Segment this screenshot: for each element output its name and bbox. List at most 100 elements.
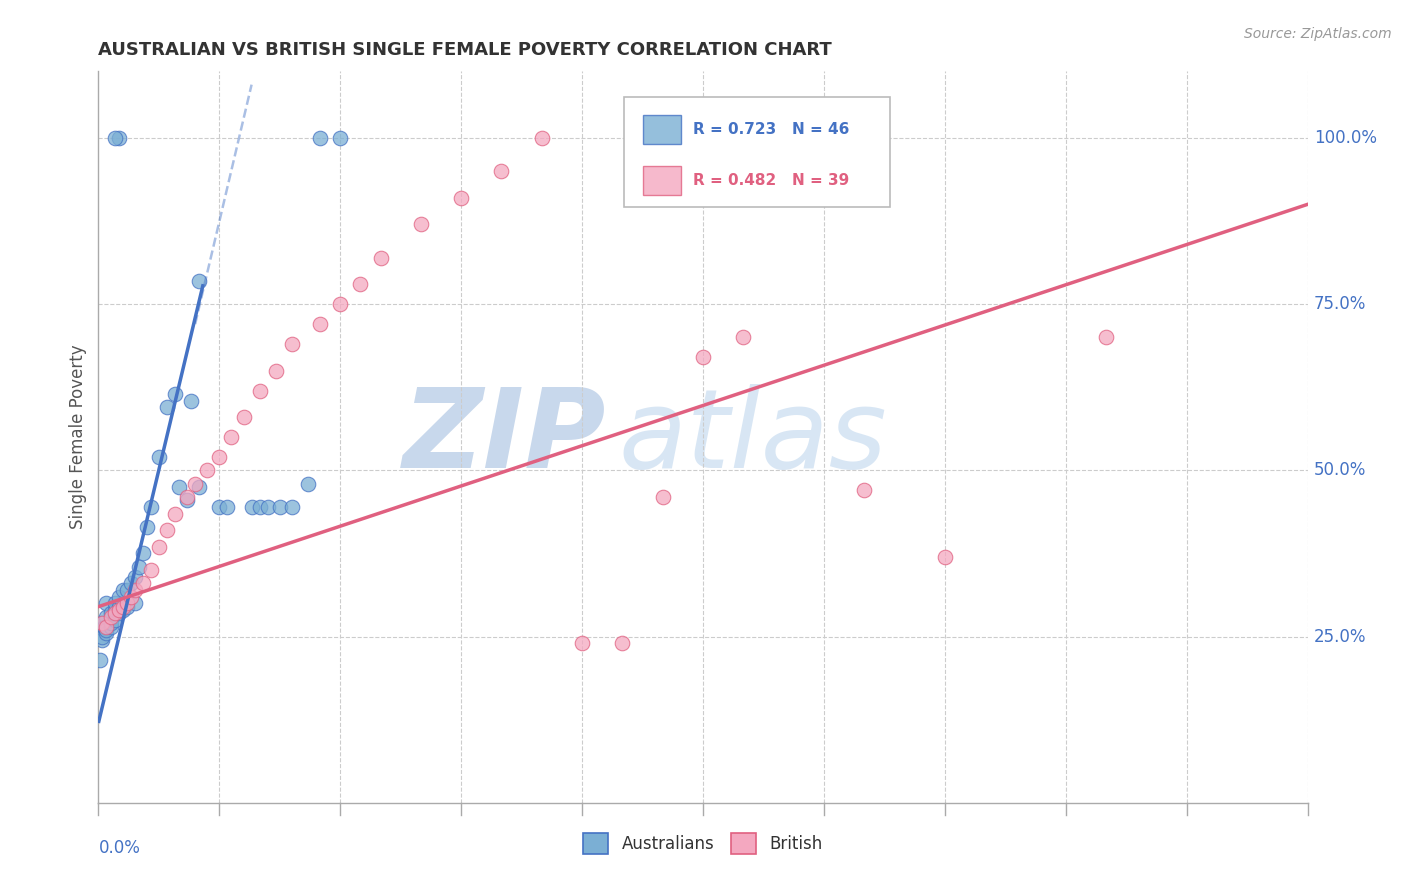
Point — [120, 590, 142, 604]
Legend: Australians, British: Australians, British — [576, 827, 830, 860]
Point — [132, 546, 155, 560]
Point — [115, 599, 138, 614]
Point — [208, 500, 231, 514]
Point — [91, 616, 114, 631]
Point — [103, 607, 125, 621]
Point — [156, 400, 179, 414]
FancyBboxPatch shape — [643, 115, 682, 144]
Point — [124, 570, 146, 584]
Point — [349, 277, 371, 292]
Point — [934, 549, 956, 564]
Point — [329, 131, 352, 145]
Point — [100, 609, 122, 624]
Point — [135, 520, 157, 534]
Point — [264, 363, 287, 377]
Point — [297, 476, 319, 491]
Point — [100, 616, 122, 631]
Point — [167, 480, 190, 494]
Text: R = 0.723   N = 46: R = 0.723 N = 46 — [693, 122, 849, 136]
Point — [240, 500, 263, 514]
Point — [530, 131, 553, 145]
Point — [156, 523, 179, 537]
Point — [91, 616, 114, 631]
Point — [139, 500, 162, 514]
Point — [120, 576, 142, 591]
Point — [612, 636, 634, 650]
Point — [281, 500, 304, 514]
Point — [148, 540, 170, 554]
Point — [91, 632, 114, 647]
Point — [733, 330, 755, 344]
Point — [208, 450, 231, 464]
FancyBboxPatch shape — [643, 166, 682, 195]
Point — [111, 599, 134, 614]
Point — [107, 590, 129, 604]
Point — [309, 131, 332, 145]
Text: 50.0%: 50.0% — [1313, 461, 1367, 479]
Point — [139, 563, 162, 577]
FancyBboxPatch shape — [624, 97, 890, 207]
Point — [370, 251, 392, 265]
Point — [853, 483, 876, 498]
Point — [96, 596, 118, 610]
Point — [217, 500, 239, 514]
Point — [176, 490, 198, 504]
Point — [115, 582, 138, 597]
Point — [89, 653, 111, 667]
Point — [107, 131, 129, 145]
Point — [450, 191, 472, 205]
Point — [103, 613, 125, 627]
Point — [103, 603, 125, 617]
Point — [269, 500, 291, 514]
Point — [111, 603, 134, 617]
Point — [491, 164, 513, 178]
Point — [188, 274, 211, 288]
Text: R = 0.482   N = 39: R = 0.482 N = 39 — [693, 173, 849, 188]
Point — [221, 430, 243, 444]
Point — [115, 596, 138, 610]
Point — [256, 500, 278, 514]
Point — [281, 337, 304, 351]
Point — [107, 599, 129, 614]
Text: 0.0%: 0.0% — [98, 839, 141, 857]
Point — [1095, 330, 1118, 344]
Point — [100, 607, 122, 621]
Point — [96, 609, 118, 624]
Point — [163, 387, 186, 401]
Point — [107, 603, 129, 617]
Text: 75.0%: 75.0% — [1313, 295, 1367, 313]
Point — [195, 463, 218, 477]
Point — [692, 351, 714, 365]
Point — [148, 450, 170, 464]
Point — [103, 596, 125, 610]
Text: 25.0%: 25.0% — [1313, 628, 1367, 646]
Point — [184, 476, 207, 491]
Point — [124, 582, 146, 597]
Y-axis label: Single Female Poverty: Single Female Poverty — [69, 345, 87, 529]
Point — [232, 410, 254, 425]
Text: Source: ZipAtlas.com: Source: ZipAtlas.com — [1244, 27, 1392, 41]
Point — [103, 131, 125, 145]
Point — [309, 317, 332, 331]
Point — [107, 607, 129, 621]
Point — [163, 507, 186, 521]
Text: AUSTRALIAN VS BRITISH SINGLE FEMALE POVERTY CORRELATION CHART: AUSTRALIAN VS BRITISH SINGLE FEMALE POVE… — [98, 41, 832, 59]
Point — [329, 297, 352, 311]
Point — [180, 393, 202, 408]
Point — [93, 619, 115, 633]
Point — [96, 623, 118, 637]
Point — [409, 217, 432, 231]
Point — [91, 630, 114, 644]
Text: atlas: atlas — [619, 384, 887, 491]
Point — [571, 636, 593, 650]
Point — [249, 500, 271, 514]
Point — [188, 480, 211, 494]
Point — [111, 582, 134, 597]
Point — [176, 493, 198, 508]
Point — [128, 559, 150, 574]
Point — [96, 626, 118, 640]
Point — [100, 619, 122, 633]
Text: ZIP: ZIP — [402, 384, 606, 491]
Point — [96, 619, 118, 633]
Point — [249, 384, 271, 398]
